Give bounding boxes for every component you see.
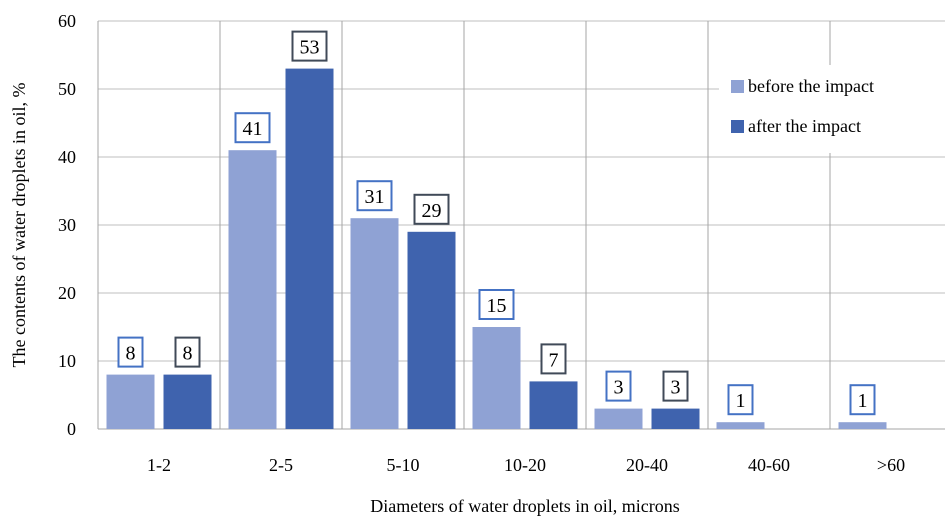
data-label-box (540, 343, 567, 375)
y-tick-labels: 0 10 20 30 40 50 60 (58, 11, 76, 439)
x-axis-label: Diameters of water droplets in oil, micr… (370, 496, 679, 516)
data-label-box (849, 384, 876, 416)
x-tick-label: 1-2 (147, 455, 171, 475)
y-tick-label: 40 (58, 147, 76, 167)
y-tick-label: 20 (58, 283, 76, 303)
x-tick-label: 20-40 (626, 455, 668, 475)
data-label-box (174, 336, 201, 368)
data-label: 8 (183, 343, 193, 365)
legend: before the impact after the impact (719, 65, 945, 153)
x-tick-label: 10-20 (504, 455, 546, 475)
x-tick-label: 2-5 (269, 455, 293, 475)
x-tick-label: 5-10 (387, 455, 420, 475)
bars (106, 68, 887, 429)
legend-item-before: before the impact (731, 75, 874, 97)
data-label-box (234, 112, 271, 144)
data-label-box (662, 370, 689, 402)
bar (228, 150, 277, 429)
bar (163, 374, 212, 429)
y-axis-label: The contents of water droplets in oil, % (9, 83, 29, 368)
x-tick-labels: 1-2 2-5 5-10 10-20 20-40 40-60 >60 (147, 455, 905, 475)
bar (838, 422, 887, 429)
bar (106, 374, 155, 429)
bar (285, 68, 334, 429)
y-tick-label: 30 (58, 215, 76, 235)
data-label-box (291, 30, 328, 62)
data-label: 53 (300, 37, 320, 59)
y-tick-label: 50 (58, 79, 76, 99)
legend-item-after: after the impact (731, 115, 861, 137)
data-label-box (356, 180, 393, 212)
legend-label-after: after the impact (748, 115, 861, 136)
data-label: 41 (243, 118, 263, 140)
data-label: 3 (671, 377, 681, 399)
data-label-box (478, 289, 515, 320)
data-label-box (117, 336, 144, 368)
data-label: 15 (487, 295, 507, 317)
legend-swatch-after (731, 119, 744, 133)
x-tick-label: 40-60 (748, 455, 790, 475)
y-tick-label: 10 (58, 351, 76, 371)
data-label: 31 (365, 186, 385, 208)
bar (594, 408, 643, 429)
data-label: 3 (614, 377, 624, 399)
bar (350, 218, 399, 429)
bar (472, 327, 521, 429)
data-label: 8 (126, 343, 136, 365)
bar (529, 381, 578, 429)
bar (651, 408, 700, 429)
data-label: 1 (736, 390, 746, 412)
legend-swatch-before (731, 79, 744, 93)
data-label-box (605, 370, 632, 402)
legend-label-before: before the impact (748, 75, 874, 96)
data-label-box (413, 193, 450, 225)
data-label: 7 (549, 349, 559, 371)
bar (407, 231, 456, 429)
data-label: 29 (422, 200, 442, 222)
y-tick-label: 0 (67, 419, 76, 439)
x-tick-label: >60 (877, 455, 905, 475)
data-label: 1 (858, 390, 868, 412)
bar (716, 422, 765, 429)
data-label-box (727, 384, 754, 416)
y-tick-label: 60 (58, 11, 76, 31)
